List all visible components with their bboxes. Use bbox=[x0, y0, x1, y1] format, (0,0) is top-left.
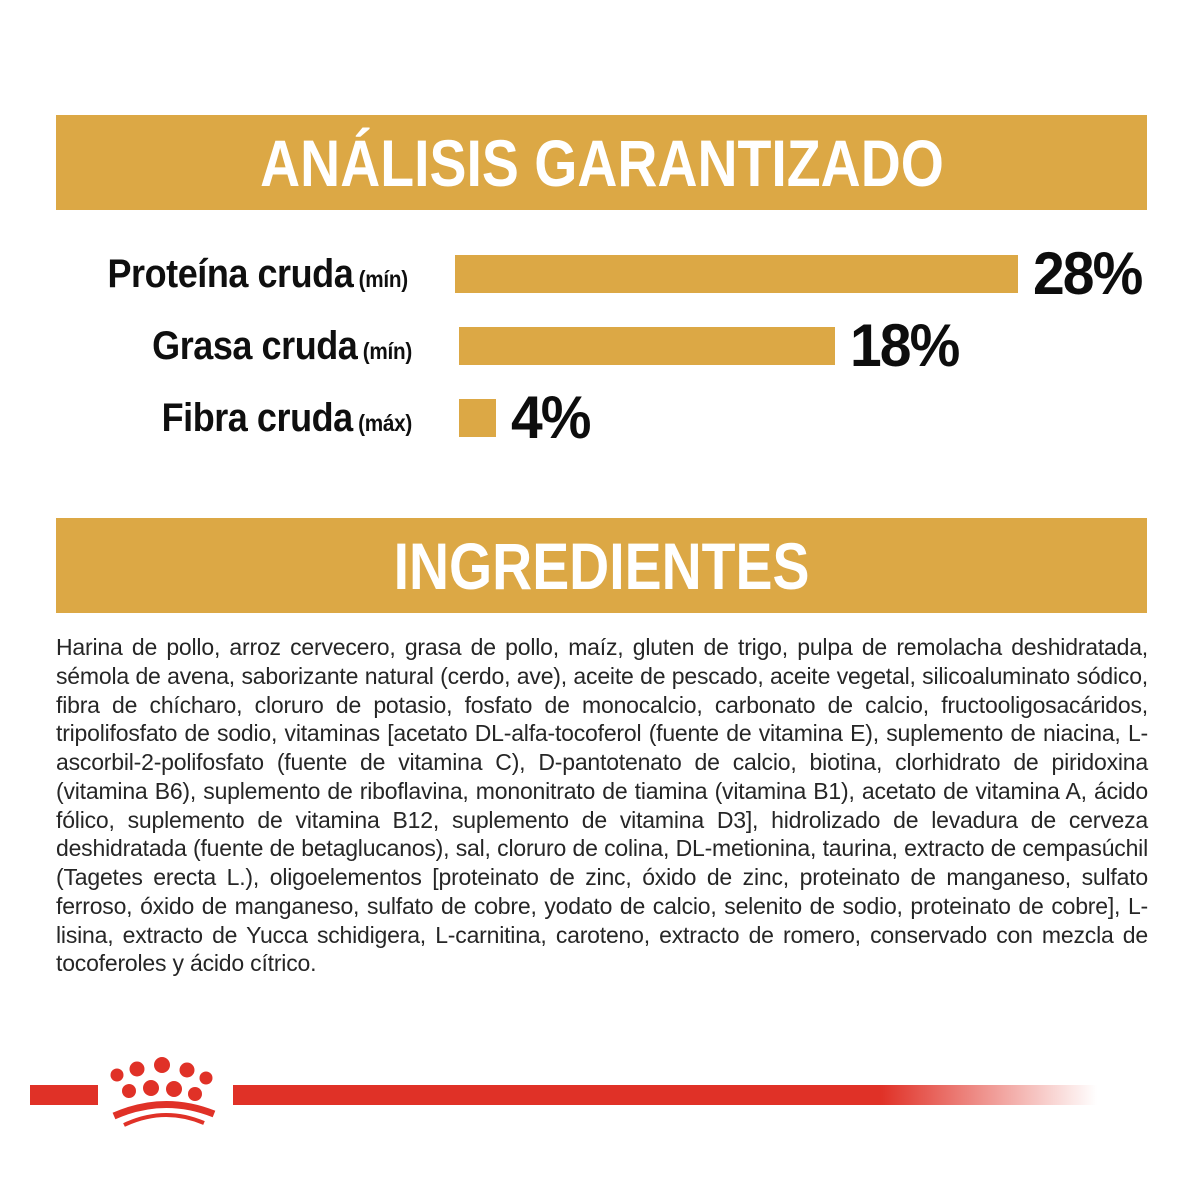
footer-rule-right-segment bbox=[233, 1085, 1133, 1105]
fiber-bar bbox=[459, 399, 496, 437]
footer-rule-left-segment bbox=[30, 1085, 98, 1105]
fat-value: 18% bbox=[850, 312, 960, 379]
fat-label-text: Grasa cruda bbox=[152, 323, 358, 368]
ingredients-title: INGREDIENTES bbox=[393, 528, 810, 603]
protein-label: Proteína cruda (mín) bbox=[91, 252, 408, 297]
chart-row-protein: Proteína cruda (mín) 28% bbox=[56, 238, 1147, 310]
chart-row-fiber: Fibra cruda (máx) 4% bbox=[56, 382, 1147, 454]
guaranteed-analysis-chart: Proteína cruda (mín) 28% Grasa cruda (mín)… bbox=[56, 238, 1147, 454]
fat-label-qualifier: (mín) bbox=[362, 337, 413, 364]
fiber-value: 4% bbox=[511, 384, 591, 451]
protein-label-qualifier: (mín) bbox=[358, 265, 409, 292]
fiber-bar-area: 4% bbox=[459, 388, 594, 448]
guaranteed-analysis-banner: ANÁLISIS GARANTIZADO bbox=[56, 115, 1147, 210]
protein-value: 28% bbox=[1032, 240, 1143, 307]
royal-canin-crown-logo-icon bbox=[100, 1050, 230, 1130]
protein-label-text: Proteína cruda bbox=[107, 251, 354, 296]
fiber-label: Fibra cruda (máx) bbox=[92, 395, 413, 441]
fat-label: Grasa cruda (mín) bbox=[92, 324, 412, 369]
fiber-label-text: Fibra cruda bbox=[161, 395, 354, 440]
fiber-label-qualifier: (máx) bbox=[358, 409, 412, 436]
protein-bar-area: 28% bbox=[454, 240, 1147, 307]
ingredients-banner: INGREDIENTES bbox=[56, 518, 1147, 613]
fat-bar-area: 18% bbox=[459, 316, 964, 376]
fat-bar bbox=[459, 327, 835, 365]
chart-row-fat: Grasa cruda (mín) 18% bbox=[56, 310, 1147, 382]
protein-bar bbox=[454, 255, 1018, 293]
guaranteed-analysis-title: ANÁLISIS GARANTIZADO bbox=[259, 125, 944, 200]
crown-logo-svg bbox=[110, 1057, 216, 1127]
ingredients-paragraph: Harina de pollo, arroz cervecero, grasa … bbox=[56, 634, 1148, 977]
